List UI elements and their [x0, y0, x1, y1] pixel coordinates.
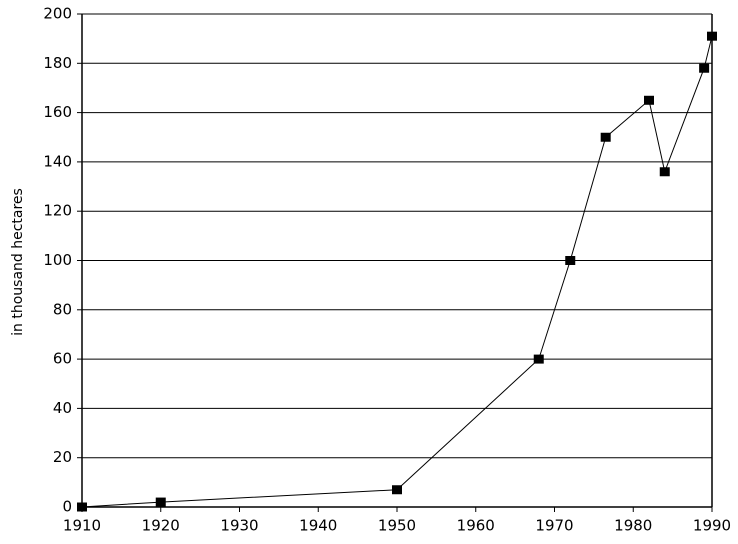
y-tick-label: 180: [43, 54, 72, 72]
data-point: [659, 167, 670, 177]
y-axis-label: in thousand hectares: [10, 188, 26, 336]
y-tick-label: 0: [62, 498, 72, 516]
data-point: [565, 256, 576, 265]
x-tick-label: 1990: [693, 517, 731, 535]
x-tick-label: 1980: [614, 517, 652, 535]
y-tick-label: 100: [43, 251, 72, 269]
y-tick-label: 40: [53, 399, 72, 417]
data-point: [699, 63, 710, 73]
data-point: [155, 497, 166, 507]
data-point: [707, 31, 717, 41]
y-tick-label: 20: [53, 448, 72, 466]
x-tick-label: 1950: [378, 517, 416, 535]
data-point: [600, 132, 611, 142]
x-tick-label: 1930: [220, 517, 258, 535]
data-line: [81, 36, 713, 508]
y-tick-label: 80: [53, 300, 72, 318]
data-point: [533, 354, 544, 364]
x-tick-label: 1970: [535, 517, 573, 535]
data-point: [392, 485, 402, 495]
y-tick-label: 160: [43, 103, 72, 121]
x-tick-label: 1940: [299, 517, 337, 535]
x-tick-label: 1920: [142, 517, 180, 535]
y-tick-label: 120: [43, 202, 72, 220]
y-tick-label: 200: [43, 5, 72, 23]
data-point: [77, 502, 87, 512]
data-point: [644, 95, 654, 105]
x-tick-label: 1960: [457, 517, 495, 535]
y-tick-label: 140: [43, 152, 72, 170]
y-tick-label: 60: [53, 350, 72, 368]
x-tick-label: 1910: [63, 517, 101, 535]
